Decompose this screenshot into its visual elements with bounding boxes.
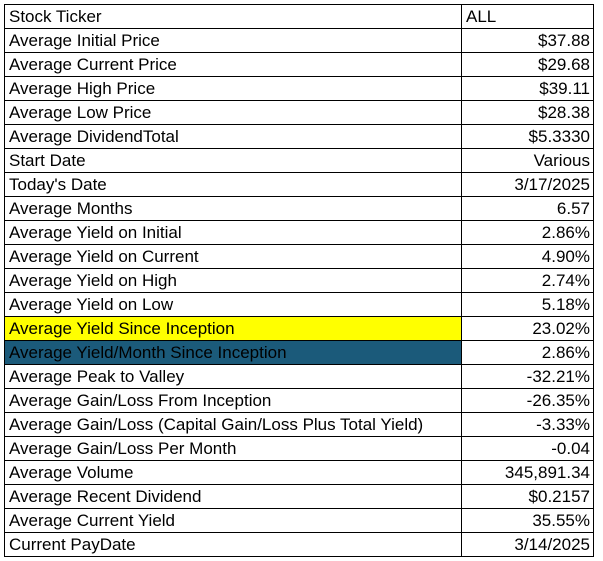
row-label-cell[interactable]: Today's Date (4, 172, 462, 197)
row-label-cell[interactable]: Average Low Price (4, 100, 462, 125)
table-row: Average Low Price $28.38 (4, 100, 594, 125)
row-label-cell[interactable]: Average High Price (4, 76, 462, 101)
row-value-cell[interactable]: $39.11 (461, 76, 594, 101)
row-value-cell[interactable]: 2.74% (461, 268, 594, 293)
row-label-cell[interactable]: Average Gain/Loss (Capital Gain/Loss Plu… (4, 412, 462, 437)
row-label-cell[interactable]: Average Yield on High (4, 268, 462, 293)
row-label-cell[interactable]: Current PayDate (4, 532, 462, 557)
row-value-cell[interactable]: 6.57 (461, 196, 594, 221)
row-value-cell[interactable]: 3/14/2025 (461, 532, 594, 557)
header-label-cell[interactable]: Stock Ticker (4, 4, 462, 29)
row-value-cell[interactable]: $5.3330 (461, 124, 594, 149)
table-row: Average Gain/Loss (Capital Gain/Loss Plu… (4, 412, 594, 437)
row-value-cell[interactable]: 345,891.34 (461, 460, 594, 485)
row-value-cell[interactable]: 23.02% (461, 316, 594, 341)
table-row: Average Initial Price $37.88 (4, 28, 594, 53)
table-row: Average Yield on High 2.74% (4, 268, 594, 293)
row-value-cell[interactable]: -0.04 (461, 436, 594, 461)
row-label-cell[interactable]: Average Yield/Month Since Inception (4, 340, 462, 365)
table-row: Average DividendTotal $5.3330 (4, 124, 594, 149)
row-label-cell[interactable]: Average Recent Dividend (4, 484, 462, 509)
table-header-row: Stock Ticker ALL (4, 4, 594, 29)
row-value-cell[interactable]: -26.35% (461, 388, 594, 413)
stock-summary-table: Stock Ticker ALL Average Initial Price $… (4, 4, 594, 557)
table-row: Average Peak to Valley -32.21% (4, 364, 594, 389)
row-value-cell[interactable]: 4.90% (461, 244, 594, 269)
table-row: Average Recent Dividend $0.2157 (4, 484, 594, 509)
table-row: Average Months 6.57 (4, 196, 594, 221)
table-row-highlighted-teal: Average Yield/Month Since Inception 2.86… (4, 340, 594, 365)
table-row: Average Yield on Current 4.90% (4, 244, 594, 269)
row-label-cell[interactable]: Average Months (4, 196, 462, 221)
table-row: Average Gain/Loss Per Month -0.04 (4, 436, 594, 461)
table-row-highlighted-yellow: Average Yield Since Inception 23.02% (4, 316, 594, 341)
row-value-cell[interactable]: 5.18% (461, 292, 594, 317)
row-label-cell[interactable]: Average Yield Since Inception (4, 316, 462, 341)
table-row: Average Current Price $29.68 (4, 52, 594, 77)
row-label-cell[interactable]: Average Peak to Valley (4, 364, 462, 389)
row-value-cell[interactable]: $37.88 (461, 28, 594, 53)
row-label-cell[interactable]: Average Volume (4, 460, 462, 485)
table-row: Average Yield on Initial 2.86% (4, 220, 594, 245)
row-value-cell[interactable]: 3/17/2025 (461, 172, 594, 197)
row-value-cell[interactable]: $28.38 (461, 100, 594, 125)
table-row: Current PayDate 3/14/2025 (4, 532, 594, 557)
row-label-cell[interactable]: Average DividendTotal (4, 124, 462, 149)
row-value-cell[interactable]: -3.33% (461, 412, 594, 437)
table-row: Start Date Various (4, 148, 594, 173)
row-label-cell[interactable]: Average Current Yield (4, 508, 462, 533)
table-row: Average High Price $39.11 (4, 76, 594, 101)
row-value-cell[interactable]: 35.55% (461, 508, 594, 533)
row-label-cell[interactable]: Average Gain/Loss Per Month (4, 436, 462, 461)
row-label-cell[interactable]: Average Yield on Low (4, 292, 462, 317)
row-label-cell[interactable]: Average Yield on Current (4, 244, 462, 269)
row-label-cell[interactable]: Average Yield on Initial (4, 220, 462, 245)
row-value-cell[interactable]: 2.86% (461, 340, 594, 365)
row-value-cell[interactable]: Various (461, 148, 594, 173)
row-value-cell[interactable]: $0.2157 (461, 484, 594, 509)
table-row: Average Current Yield 35.55% (4, 508, 594, 533)
table-row: Average Gain/Loss From Inception -26.35% (4, 388, 594, 413)
row-label-cell[interactable]: Start Date (4, 148, 462, 173)
table-row: Today's Date 3/17/2025 (4, 172, 594, 197)
row-value-cell[interactable]: 2.86% (461, 220, 594, 245)
row-label-cell[interactable]: Average Current Price (4, 52, 462, 77)
table-row: Average Volume 345,891.34 (4, 460, 594, 485)
row-label-cell[interactable]: Average Gain/Loss From Inception (4, 388, 462, 413)
row-value-cell[interactable]: $29.68 (461, 52, 594, 77)
table-row: Average Yield on Low 5.18% (4, 292, 594, 317)
row-label-cell[interactable]: Average Initial Price (4, 28, 462, 53)
header-value-cell[interactable]: ALL (461, 4, 594, 29)
row-value-cell[interactable]: -32.21% (461, 364, 594, 389)
